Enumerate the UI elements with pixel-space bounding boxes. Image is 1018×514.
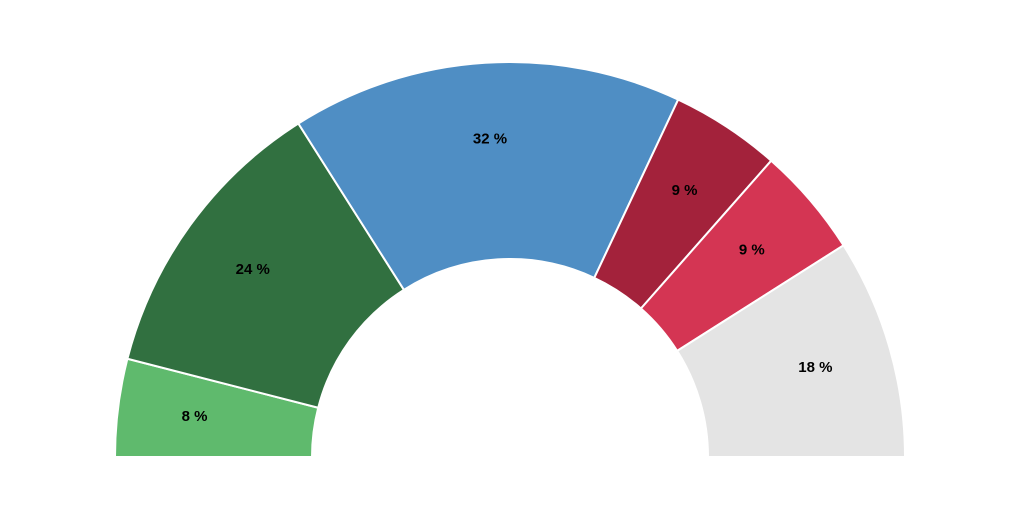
data-label: 32 % [473, 131, 507, 148]
data-label: 9 % [739, 241, 765, 258]
segment [676, 244, 906, 458]
data-label: 24 % [236, 261, 270, 278]
data-label: 18 % [798, 359, 832, 376]
segment [297, 61, 680, 291]
data-label: 9 % [672, 182, 698, 199]
segment [126, 122, 405, 409]
data-label: 8 % [182, 408, 208, 425]
